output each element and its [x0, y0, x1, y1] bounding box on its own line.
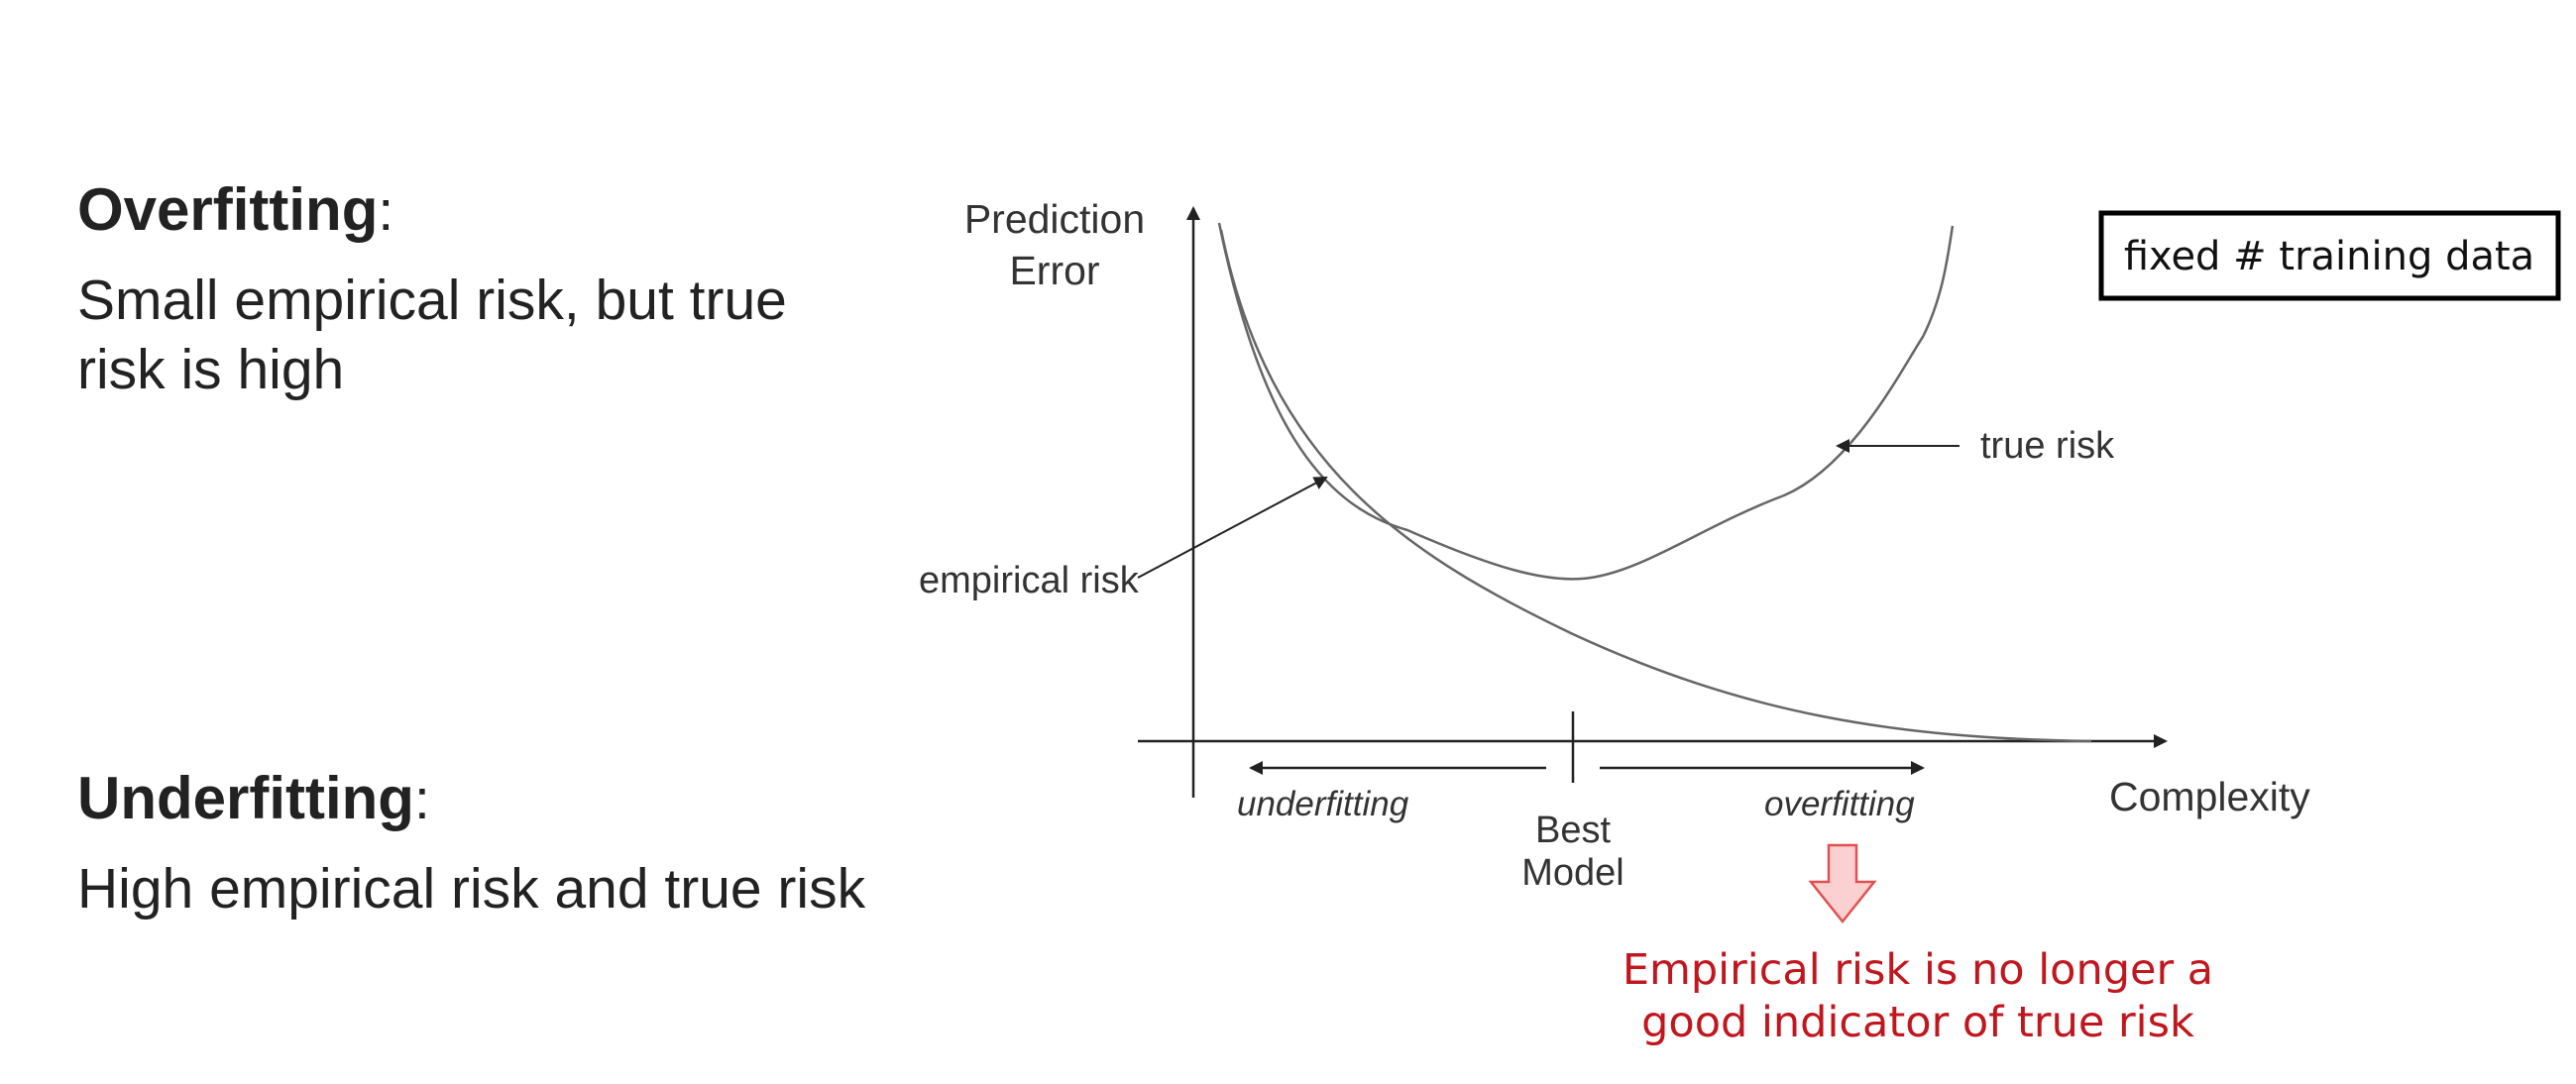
overfitting-heading: Overfitting [77, 176, 379, 243]
empirical-risk-label: empirical risk [919, 560, 1140, 601]
underfitting-label: underfitting [1237, 785, 1409, 823]
true-risk-label: true risk [1980, 425, 2115, 467]
overfitting-heading-row: Overfitting: [77, 176, 870, 246]
true-risk-curve [1217, 222, 1955, 581]
y-axis-label-line-1: Prediction [964, 196, 1145, 242]
underfitting-heading-row: Underfitting: [77, 765, 969, 834]
overfitting-label: overfitting [1764, 785, 1915, 823]
y-axis-label-line-2: Error [1009, 248, 1099, 293]
underfitting-heading: Underfitting [77, 765, 414, 831]
overfitting-colon: : [378, 179, 394, 243]
best-model-label-line-2: Model [1521, 852, 1624, 894]
x-axis-label: Complexity [2109, 774, 2310, 819]
underfitting-colon: : [413, 768, 430, 831]
overfitting-block: Overfitting: Small empirical risk, but t… [77, 176, 870, 404]
empirical-risk-pointer [1137, 477, 1328, 579]
underfitting-block: Underfitting: High empirical risk and tr… [77, 765, 969, 923]
overfitting-description-line-1: Small empirical risk, but true [77, 269, 787, 332]
fixed-training-data-label: fixed # training data [2124, 234, 2534, 279]
down-arrow-icon [1808, 843, 1877, 924]
underfitting-description-line-1: High empirical risk and true risk [77, 857, 866, 921]
fixed-training-data-box [2098, 210, 2561, 301]
overfitting-description-line-2: risk is high [77, 338, 345, 401]
underfitting-description: High empirical risk and true risk [77, 854, 969, 923]
overfitting-description: Small empirical risk, but true risk is h… [77, 266, 870, 404]
note-line-2: good indicator of true risk [1641, 998, 2194, 1047]
best-model-label-line-1: Best [1535, 810, 1611, 851]
empirical-risk-curve [1219, 229, 2092, 743]
note-line-1: Empirical risk is no longer a [1623, 945, 2213, 995]
